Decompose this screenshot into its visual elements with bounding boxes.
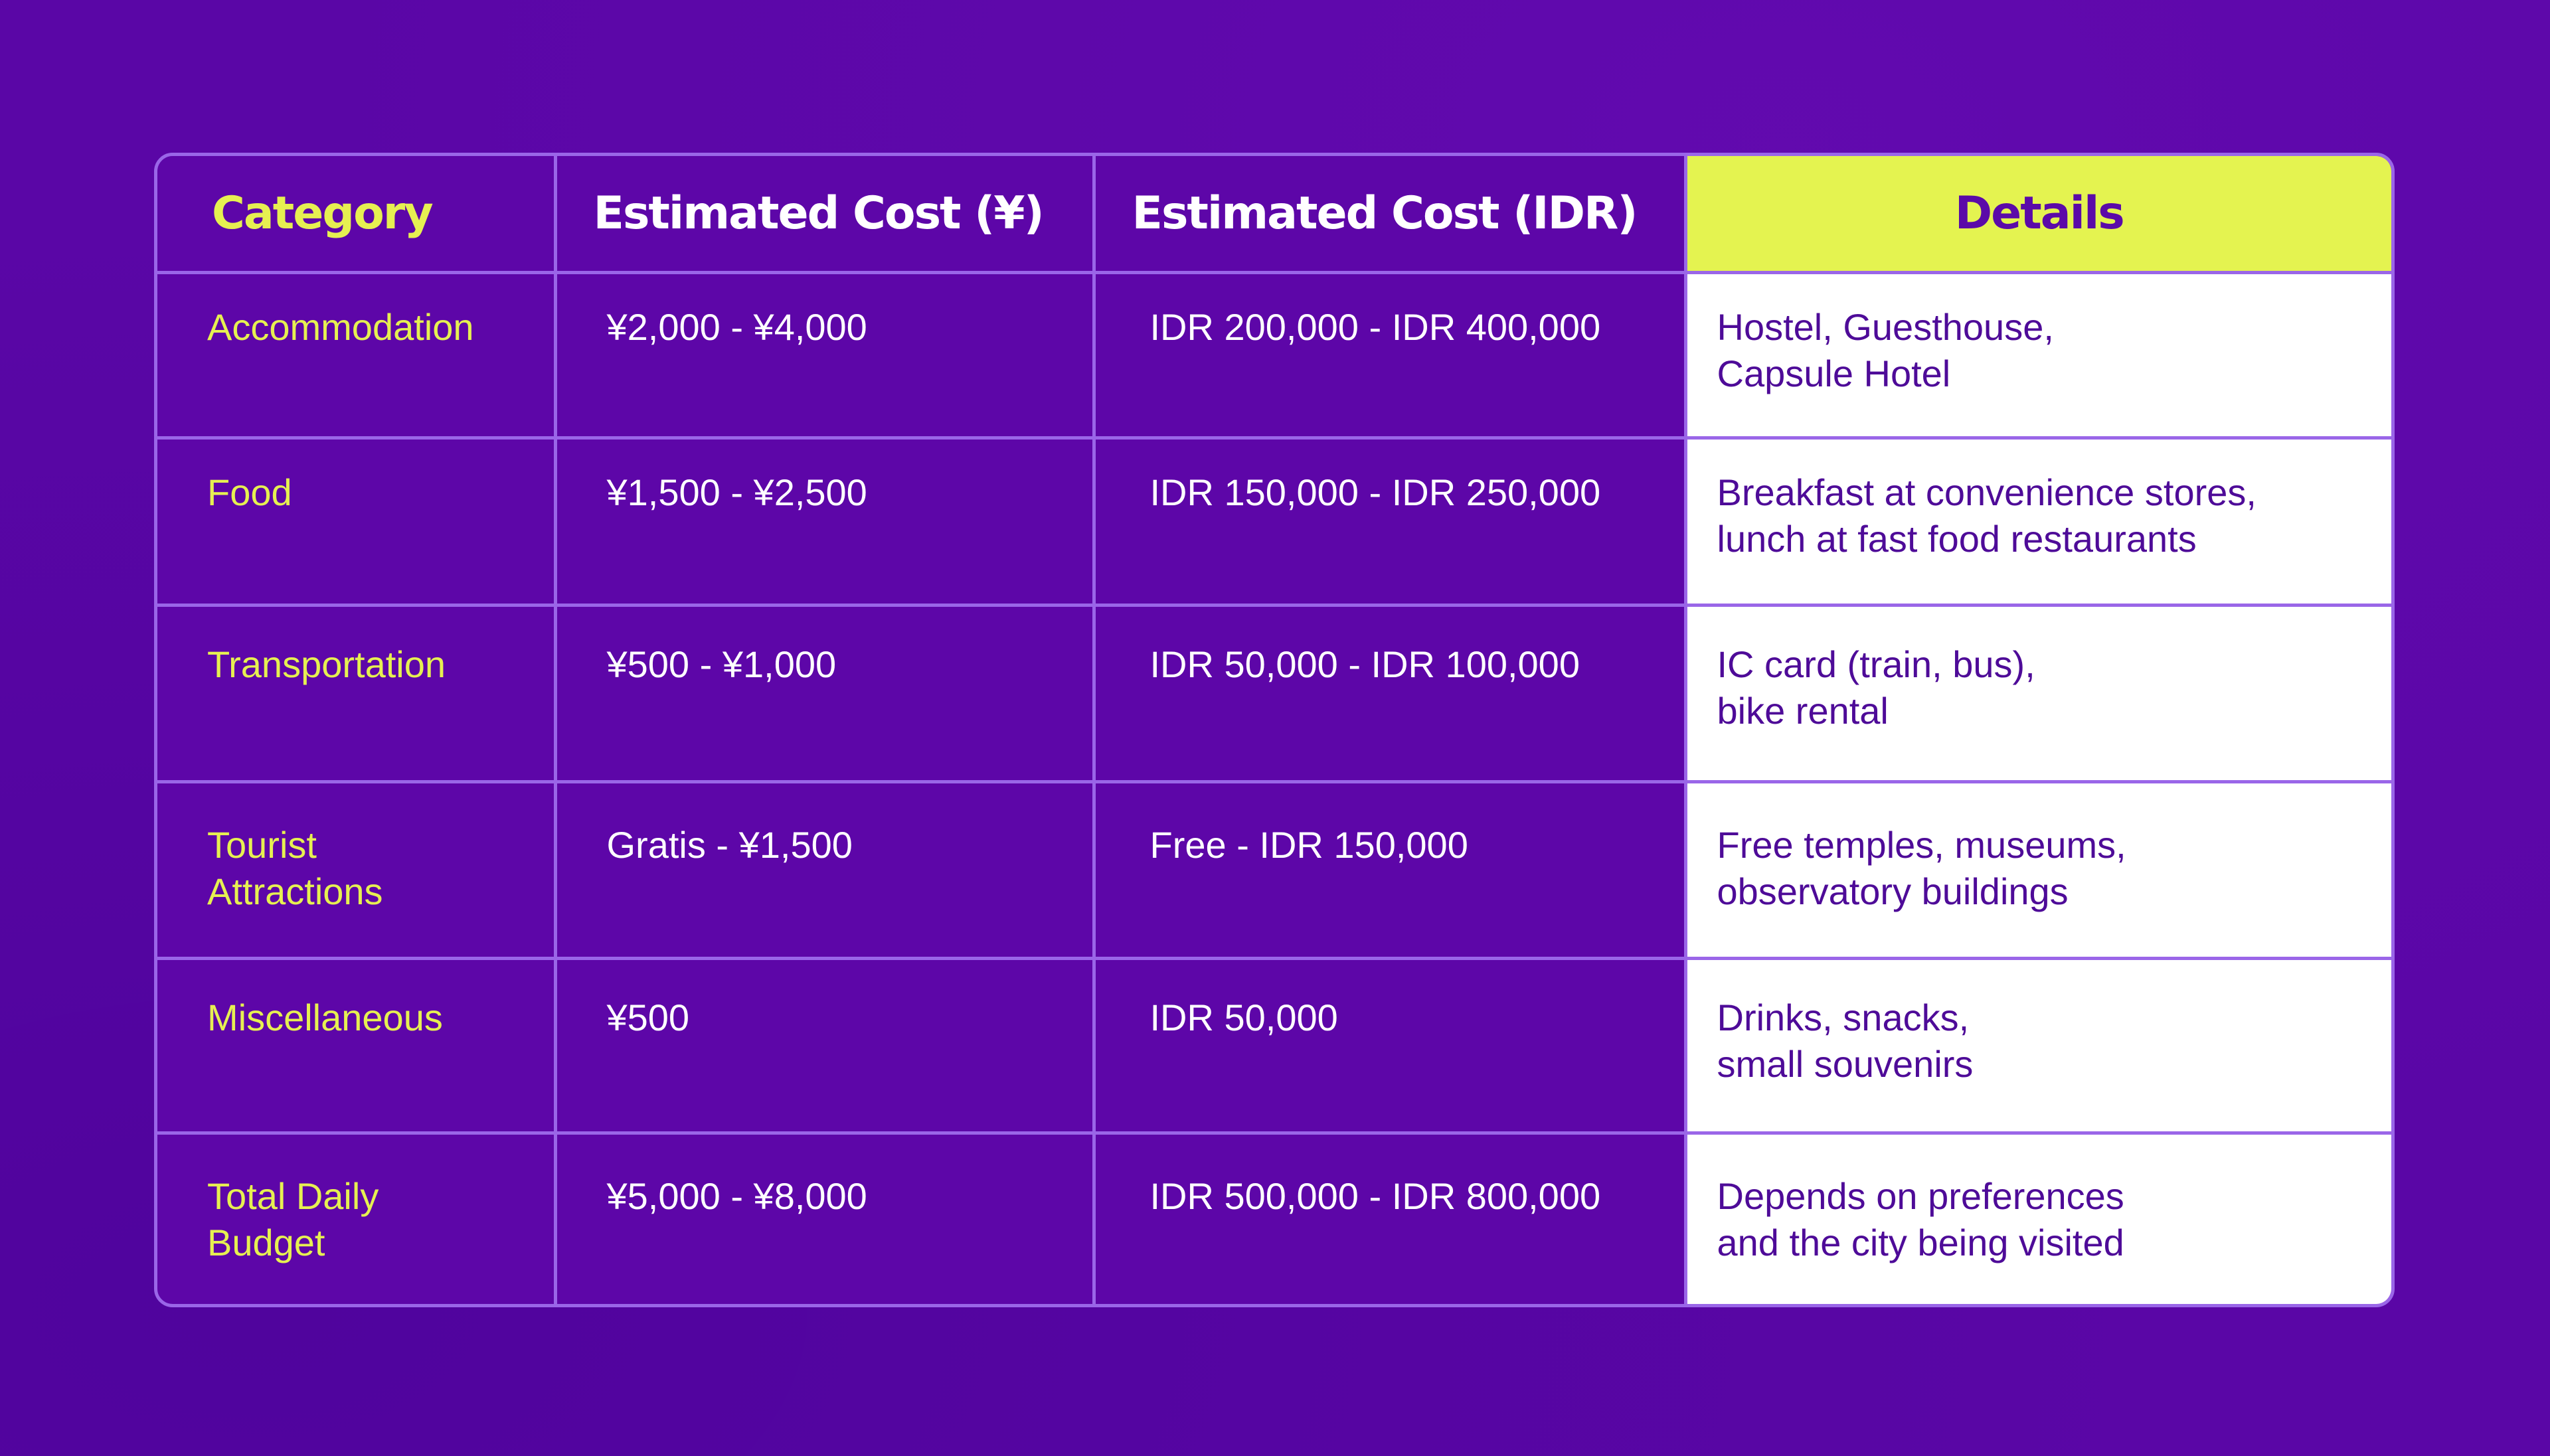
table-row-miscellaneous: Miscellaneous ¥500 IDR 50,000 Drinks, sn… — [157, 956, 2391, 1135]
details-line: observatory buildings — [1717, 870, 2069, 912]
category-cell: Food — [157, 436, 557, 607]
category-text: Total Daily — [207, 1174, 379, 1217]
cost-yen-cell: Gratis - ¥1,500 — [553, 779, 1096, 960]
details-line: Hostel, Guesthouse, — [1717, 305, 2054, 348]
cost-idr-cell: IDR 50,000 — [1092, 956, 1687, 1135]
table-header-row: Category Estimated Cost (¥) Estimated Co… — [157, 156, 2391, 274]
details-line: IC card (train, bus), — [1717, 643, 2035, 685]
cost-idr-cell: Free - IDR 150,000 — [1092, 779, 1687, 960]
details-line: Capsule Hotel — [1717, 352, 1951, 394]
details-line: Free temples, museums, — [1717, 823, 2126, 866]
cost-yen-cell: ¥5,000 - ¥8,000 — [553, 1131, 1096, 1304]
category-cell: Transportation — [157, 603, 557, 783]
details-line: Drinks, snacks, — [1717, 996, 1970, 1038]
cost-yen-cell: ¥1,500 - ¥2,500 — [553, 436, 1096, 607]
table-row-food: Food ¥1,500 - ¥2,500 IDR 150,000 - IDR 2… — [157, 436, 2391, 607]
cost-idr-cell: IDR 150,000 - IDR 250,000 — [1092, 436, 1687, 607]
category-cell: Total Daily Budget — [157, 1131, 557, 1304]
category-text: Accommodation — [207, 305, 474, 348]
details-line: lunch at fast food restaurants — [1717, 517, 2197, 560]
header-cost-yen: Estimated Cost (¥) — [553, 156, 1096, 274]
budget-table: Category Estimated Cost (¥) Estimated Co… — [157, 156, 2391, 1304]
cost-yen-cell: ¥2,000 - ¥4,000 — [553, 270, 1096, 440]
category-cell: Miscellaneous — [157, 956, 557, 1135]
category-cell: Tourist Attractions — [157, 779, 557, 960]
details-line: bike rental — [1717, 689, 1889, 732]
details-cell: Hostel, Guesthouse, Capsule Hotel — [1683, 270, 2391, 440]
budget-table-container: Category Estimated Cost (¥) Estimated Co… — [154, 153, 2395, 1307]
table-row-total-daily-budget: Total Daily Budget ¥5,000 - ¥8,000 IDR 5… — [157, 1131, 2391, 1304]
table-row-transportation: Transportation ¥500 - ¥1,000 IDR 50,000 … — [157, 603, 2391, 783]
table-row-tourist-attractions: Tourist Attractions Gratis - ¥1,500 Free… — [157, 779, 2391, 960]
cost-idr-cell: IDR 500,000 - IDR 800,000 — [1092, 1131, 1687, 1304]
details-cell: Free temples, museums, observatory build… — [1683, 779, 2391, 960]
header-category: Category — [157, 156, 557, 274]
category-text: Miscellaneous — [207, 996, 443, 1038]
cost-idr-cell: IDR 200,000 - IDR 400,000 — [1092, 270, 1687, 440]
header-cost-idr: Estimated Cost (IDR) — [1092, 156, 1687, 274]
details-cell: IC card (train, bus), bike rental — [1683, 603, 2391, 783]
cost-yen-cell: ¥500 — [553, 956, 1096, 1135]
category-text: Attractions — [207, 870, 383, 912]
details-line: Depends on preferences — [1717, 1174, 2124, 1217]
details-line: and the city being visited — [1717, 1221, 2124, 1263]
details-line: Breakfast at convenience stores, — [1717, 471, 2256, 513]
category-text: Tourist — [207, 823, 317, 866]
cost-yen-cell: ¥500 - ¥1,000 — [553, 603, 1096, 783]
details-cell: Depends on preferences and the city bein… — [1683, 1131, 2391, 1304]
details-line: small souvenirs — [1717, 1042, 1974, 1085]
category-text: Transportation — [207, 643, 446, 685]
category-text: Budget — [207, 1221, 325, 1263]
header-details: Details — [1683, 156, 2391, 274]
details-cell: Breakfast at convenience stores, lunch a… — [1683, 436, 2391, 607]
cost-idr-cell: IDR 50,000 - IDR 100,000 — [1092, 603, 1687, 783]
details-cell: Drinks, snacks, small souvenirs — [1683, 956, 2391, 1135]
category-cell: Accommodation — [157, 270, 557, 440]
table-row-accommodation: Accommodation ¥2,000 - ¥4,000 IDR 200,00… — [157, 270, 2391, 440]
category-text: Food — [207, 471, 292, 513]
